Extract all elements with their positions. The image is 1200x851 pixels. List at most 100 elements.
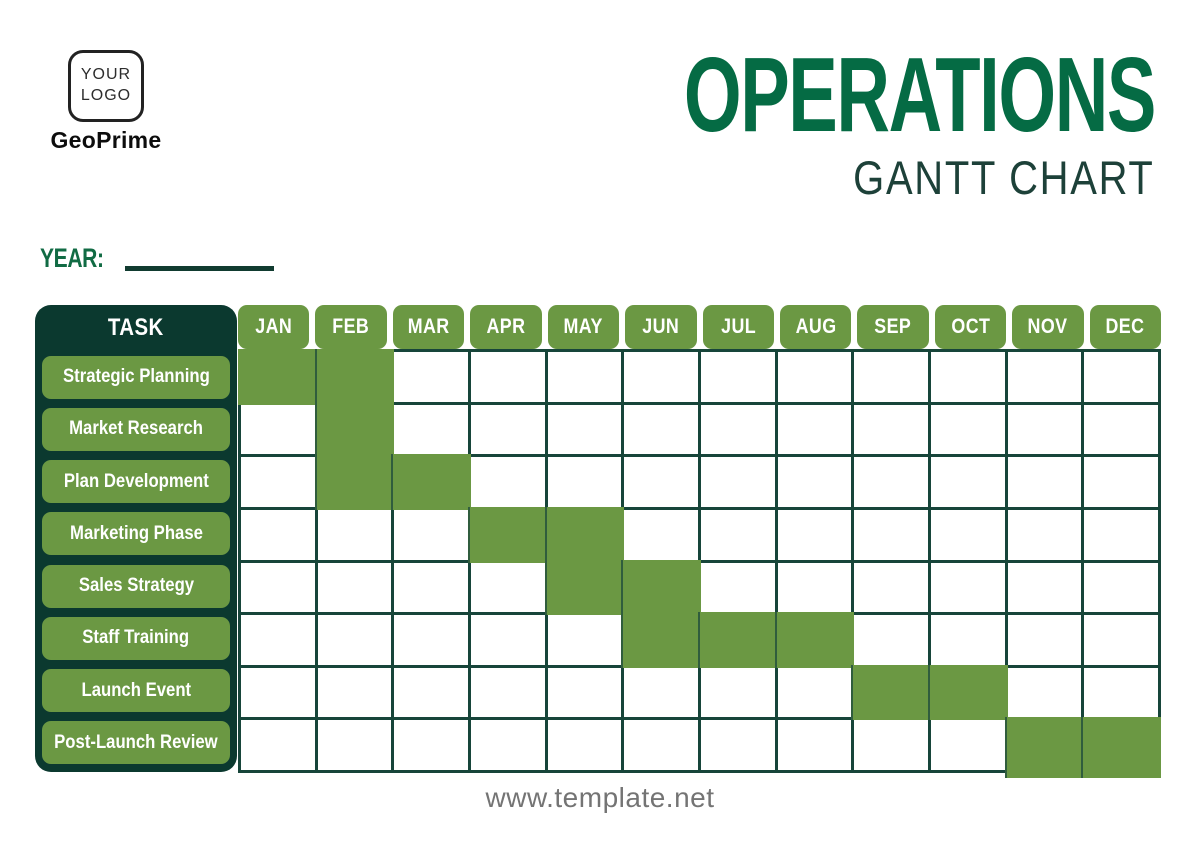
grid-cell-market-research-jul[interactable] [700,404,775,455]
grid-cell-plan-development-aug[interactable] [777,457,852,507]
grid-cell-marketing-phase-jul[interactable] [700,509,775,560]
grid-cell-sales-strategy-aug[interactable] [777,562,852,613]
grid-cell-launch-event-may[interactable] [547,667,622,718]
grid-cell-post-launch-review-dec[interactable] [1081,717,1161,778]
grid-cell-post-launch-review-sep[interactable] [854,720,928,770]
grid-cell-market-research-apr[interactable] [470,404,545,455]
grid-cell-plan-development-may[interactable] [547,457,622,507]
grid-cell-strategic-planning-aug[interactable] [777,352,852,402]
grid-cell-post-launch-review-jul[interactable] [700,720,775,770]
grid-cell-launch-event-aug[interactable] [777,667,852,718]
grid-cell-launch-event-apr[interactable] [470,667,545,718]
grid-cell-staff-training-sep[interactable] [854,615,928,665]
grid-cell-sales-strategy-sep[interactable] [854,562,928,613]
grid-cell-sales-strategy-may[interactable] [544,559,624,615]
grid-cell-launch-event-sep[interactable] [851,664,931,720]
grid-cell-market-research-nov[interactable] [1007,404,1082,455]
grid-cell-staff-training-may[interactable] [547,615,622,665]
grid-cell-strategic-planning-may[interactable] [547,352,622,402]
grid-cell-plan-development-dec[interactable] [1084,457,1158,507]
grid-cell-marketing-phase-may[interactable] [544,506,624,563]
grid-cell-staff-training-aug[interactable] [774,612,854,668]
grid-cell-plan-development-mar[interactable] [391,454,471,510]
grid-cell-plan-development-jun[interactable] [624,457,698,507]
grid-cell-market-research-sep[interactable] [854,404,928,455]
grid-cell-staff-training-oct[interactable] [930,615,1005,665]
grid-cell-plan-development-apr[interactable] [470,457,545,507]
grid-cell-marketing-phase-apr[interactable] [467,506,548,563]
grid-cell-staff-training-dec[interactable] [1084,615,1158,665]
grid-cell-marketing-phase-nov[interactable] [1007,509,1082,560]
grid-cell-launch-event-mar[interactable] [394,667,468,718]
grid-cell-strategic-planning-nov[interactable] [1007,352,1082,402]
grid-cell-plan-development-jul[interactable] [700,457,775,507]
grid-cell-launch-event-nov[interactable] [1007,667,1082,718]
grid-cell-sales-strategy-oct[interactable] [930,562,1005,613]
grid-cell-marketing-phase-dec[interactable] [1084,509,1158,560]
month-tab-oct: OCT [934,305,1007,349]
grid-cell-sales-strategy-jul[interactable] [700,562,775,613]
grid-cell-plan-development-nov[interactable] [1007,457,1082,507]
grid-cell-launch-event-jun[interactable] [624,667,698,718]
grid-cell-plan-development-sep[interactable] [854,457,928,507]
grid-cell-strategic-planning-sep[interactable] [854,352,928,402]
grid-cell-post-launch-review-aug[interactable] [777,720,852,770]
grid-cell-plan-development-jan[interactable] [241,457,315,507]
grid-cell-marketing-phase-mar[interactable] [394,509,468,560]
grid-cell-sales-strategy-mar[interactable] [394,562,468,613]
grid-cell-marketing-phase-jun[interactable] [624,509,698,560]
grid-cell-strategic-planning-jan[interactable] [238,349,318,405]
grid-cell-launch-event-feb[interactable] [317,667,392,718]
grid-cell-launch-event-oct[interactable] [927,664,1008,720]
grid-cell-strategic-planning-jul[interactable] [700,352,775,402]
grid-cell-market-research-may[interactable] [547,404,622,455]
grid-cell-marketing-phase-sep[interactable] [854,509,928,560]
grid-cell-plan-development-oct[interactable] [930,457,1005,507]
grid-cell-post-launch-review-mar[interactable] [394,720,468,770]
grid-cell-launch-event-jul[interactable] [700,667,775,718]
grid-cell-market-research-mar[interactable] [394,404,468,455]
grid-cell-sales-strategy-nov[interactable] [1007,562,1082,613]
grid-cell-strategic-planning-mar[interactable] [394,352,468,402]
grid-cell-market-research-jun[interactable] [624,404,698,455]
grid-cell-staff-training-feb[interactable] [317,615,392,665]
grid-cell-sales-strategy-dec[interactable] [1084,562,1158,613]
grid-cell-staff-training-mar[interactable] [394,615,468,665]
grid-cell-post-launch-review-feb[interactable] [317,720,392,770]
grid-cell-staff-training-nov[interactable] [1007,615,1082,665]
grid-cell-sales-strategy-jan[interactable] [241,562,315,613]
grid-cell-staff-training-apr[interactable] [470,615,545,665]
grid-cell-post-launch-review-apr[interactable] [470,720,545,770]
grid-cell-strategic-planning-dec[interactable] [1084,352,1158,402]
grid-cell-sales-strategy-jun[interactable] [621,559,701,615]
grid-cell-market-research-dec[interactable] [1084,404,1158,455]
grid-cell-strategic-planning-oct[interactable] [930,352,1005,402]
grid-cell-market-research-oct[interactable] [930,404,1005,455]
grid-cell-sales-strategy-apr[interactable] [470,562,545,613]
grid-cell-staff-training-jun[interactable] [621,612,701,668]
grid-cell-marketing-phase-oct[interactable] [930,509,1005,560]
grid-cell-post-launch-review-jun[interactable] [624,720,698,770]
grid-cell-market-research-feb[interactable] [314,401,394,457]
grid-cell-marketing-phase-feb[interactable] [317,509,392,560]
grid-cell-post-launch-review-oct[interactable] [930,720,1005,770]
grid-cell-post-launch-review-nov[interactable] [1004,717,1084,778]
grid-cell-plan-development-feb[interactable] [314,454,394,510]
grid-cell-post-launch-review-may[interactable] [547,720,622,770]
task-label: Plan Development [63,470,209,492]
grid-cell-strategic-planning-jun[interactable] [624,352,698,402]
grid-cell-strategic-planning-feb[interactable] [314,349,394,405]
grid-cell-market-research-jan[interactable] [241,404,315,455]
grid-cell-sales-strategy-feb[interactable] [317,562,392,613]
year-blank-line[interactable] [124,266,274,271]
grid-cell-launch-event-jan[interactable] [241,667,315,718]
grid-cell-strategic-planning-apr[interactable] [470,352,545,402]
grid-cell-staff-training-jan[interactable] [241,615,315,665]
grid-cell-market-research-aug[interactable] [777,404,852,455]
grid-cell-marketing-phase-jan[interactable] [241,509,315,560]
month-tab-label: AUG [795,315,837,338]
grid-cell-marketing-phase-aug[interactable] [777,509,852,560]
grid-cell-staff-training-jul[interactable] [697,612,778,668]
grid-cell-launch-event-dec[interactable] [1084,667,1158,718]
grid-cell-post-launch-review-jan[interactable] [241,720,315,770]
